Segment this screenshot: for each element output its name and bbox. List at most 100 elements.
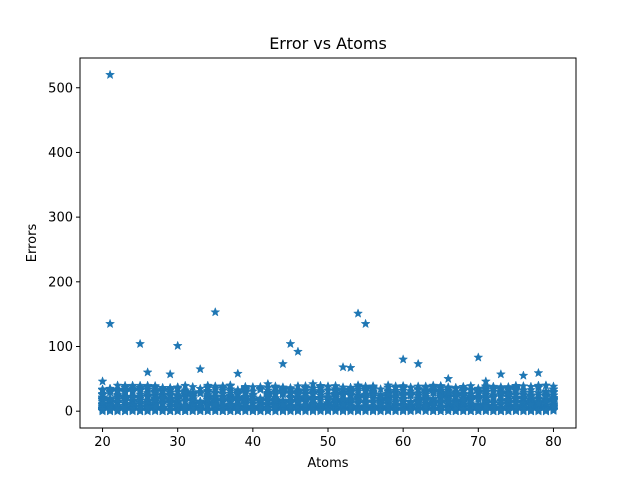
y-axis-ticks: 0 100 200 300 400 500 [48, 81, 80, 420]
data-point [262, 392, 273, 403]
data-point [300, 391, 311, 401]
data-point [195, 388, 206, 398]
data-point [375, 383, 386, 394]
data-point [548, 405, 559, 415]
data-point-outlier [383, 379, 394, 390]
data-point [262, 385, 273, 395]
data-point [488, 397, 499, 407]
data-point [443, 394, 454, 404]
y-axis-label: Errors [25, 224, 40, 263]
data-point [285, 383, 296, 394]
data-point-outlier [97, 376, 108, 386]
data-point [398, 383, 409, 393]
data-point [255, 383, 266, 393]
data-point [525, 391, 536, 401]
data-point-outlier [285, 338, 296, 349]
data-point [262, 388, 273, 399]
y-tick-label: 500 [48, 81, 73, 96]
chart-title: Error vs Atoms [269, 34, 387, 53]
data-point-outlier [337, 361, 349, 372]
data-point-outlier [165, 368, 176, 379]
x-tick-label: 70 [470, 435, 487, 450]
data-point-outlier [105, 318, 116, 329]
data-point [345, 387, 356, 397]
x-axis-label: Atoms [307, 456, 348, 471]
data-point-outlier [360, 318, 371, 329]
data-point [97, 388, 108, 398]
data-point [157, 392, 168, 403]
data-point [450, 387, 461, 398]
data-point [503, 394, 514, 405]
data-point [465, 395, 476, 406]
y-tick-label: 100 [48, 340, 73, 355]
data-point [285, 401, 296, 412]
data-point [157, 403, 168, 414]
x-tick-label: 50 [320, 435, 337, 450]
data-point [435, 395, 446, 406]
data-point-outlier [307, 378, 319, 389]
data-point [518, 391, 529, 402]
x-tick-label: 20 [94, 435, 111, 450]
data-point-outlier [105, 69, 116, 80]
y-tick-label: 200 [48, 275, 73, 290]
x-tick-label: 30 [169, 435, 186, 450]
data-point [240, 384, 251, 395]
data-point-outlier [398, 354, 409, 364]
data-point [270, 381, 281, 391]
data-point [270, 387, 281, 398]
data-point [533, 398, 544, 409]
data-point [360, 390, 371, 400]
data-point-outlier [428, 381, 439, 391]
x-tick-label: 80 [545, 435, 562, 450]
data-point [540, 391, 551, 402]
y-tick-label: 0 [65, 405, 73, 420]
data-point [187, 391, 198, 401]
data-point [480, 387, 491, 398]
data-point [548, 394, 559, 405]
data-point [120, 382, 131, 393]
data-point-outlier [262, 378, 273, 389]
data-point [413, 387, 424, 398]
y-tick-label: 300 [48, 211, 73, 226]
data-point [105, 383, 116, 393]
data-point [142, 382, 153, 392]
data-point-outlier [533, 367, 544, 378]
data-point-outlier [413, 358, 424, 369]
data-point [217, 393, 228, 404]
data-point [413, 383, 424, 394]
data-point [172, 382, 183, 392]
data-point-outlier [142, 367, 153, 377]
data-point [383, 388, 394, 399]
x-tick-label: 40 [245, 435, 262, 450]
data-point [150, 401, 161, 412]
data-point [413, 396, 424, 407]
data-point [322, 391, 334, 402]
data-point [428, 404, 439, 415]
data-point [488, 382, 499, 392]
data-point [375, 399, 386, 410]
data-point [247, 386, 258, 396]
data-point [135, 395, 146, 405]
data-point-outlier [195, 363, 206, 374]
data-point [240, 387, 251, 397]
data-point [315, 389, 326, 400]
data-point [368, 381, 379, 391]
data-point-outlier [473, 352, 484, 362]
data-point [540, 380, 551, 390]
data-point [247, 394, 258, 404]
data-point-outlier [495, 368, 506, 379]
data-point-outlier [210, 306, 221, 317]
y-tick-label: 400 [48, 146, 73, 161]
data-point [443, 387, 454, 398]
x-tick-label: 60 [395, 435, 412, 450]
data-point-outlier [353, 308, 364, 318]
data-point [202, 382, 213, 393]
data-point-outlier [172, 340, 183, 351]
data-point [428, 399, 439, 409]
data-point [540, 396, 551, 406]
data-point-outlier [548, 383, 559, 394]
data-point [105, 393, 116, 404]
data-point [398, 393, 409, 404]
data-point [353, 395, 364, 405]
